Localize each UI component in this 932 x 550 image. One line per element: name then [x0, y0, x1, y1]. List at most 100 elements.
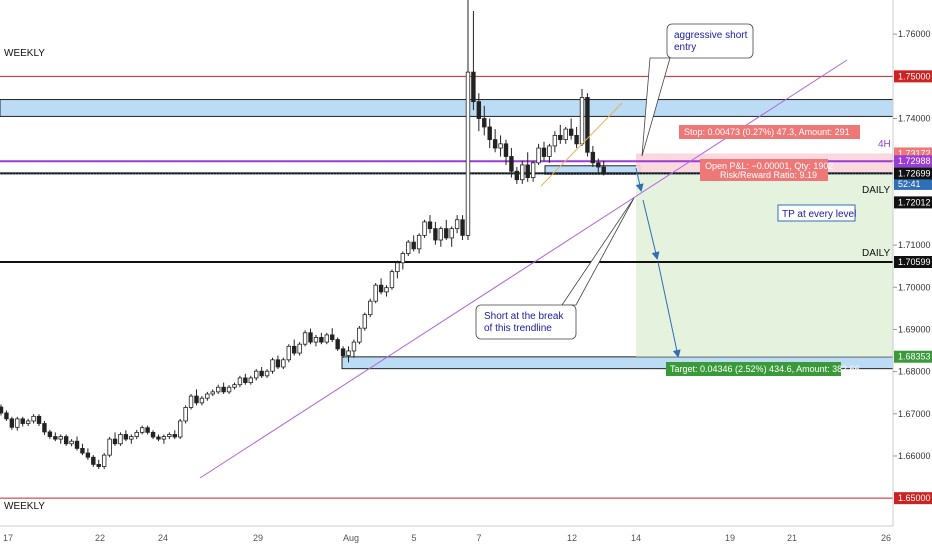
weekly-supply-zone: [0, 99, 894, 117]
candle: [47, 429, 53, 440]
candle: [395, 260, 400, 279]
candle: [232, 382, 237, 390]
candle: [270, 357, 275, 374]
candle: [324, 332, 329, 345]
candle: [248, 375, 253, 385]
price-badge-label: 1.72012: [898, 197, 931, 207]
price-badge-label: 1.73172: [898, 148, 931, 158]
candle: [302, 330, 308, 347]
candle: [319, 332, 324, 345]
target-label[interactable]: Target: 0.04346 (2.52%) 434.6, Amount: 3…: [666, 362, 860, 376]
candle: [368, 298, 373, 318]
x-tick-label: 26: [881, 533, 891, 543]
candle: [194, 389, 199, 406]
candle: [80, 443, 85, 456]
candle: [471, 10, 476, 111]
candle: [454, 215, 460, 234]
candle: [601, 160, 606, 176]
candle: [25, 418, 31, 427]
candle: [340, 346, 346, 358]
candle: [308, 328, 313, 345]
candle: [226, 385, 232, 394]
candle: [514, 167, 520, 184]
candle: [167, 432, 172, 440]
y-tick-label: 1.71000: [898, 240, 931, 250]
pnl-label[interactable]: Open P&L: −0.00001, Qty: 1902 Risk/Rewar…: [700, 159, 833, 181]
candle: [205, 391, 210, 401]
tp-label-box[interactable]: TP at every level: [777, 204, 856, 222]
pnl-label-text: Open P&L: −0.00001, Qty: 1902: [705, 161, 833, 171]
candle: [254, 369, 259, 381]
candle: [177, 418, 183, 440]
candle: [384, 285, 389, 297]
candle: [346, 346, 351, 363]
price-badge: 1.72699: [894, 167, 932, 180]
candle: [286, 344, 291, 363]
x-tick-label: 21: [787, 533, 797, 543]
candle: [547, 143, 552, 163]
entry-arrow-1: [635, 167, 644, 192]
candle: [58, 434, 63, 444]
price-badge-label: 1.75000: [898, 71, 931, 81]
candle: [406, 240, 411, 257]
y-tick-label: 1.76000: [898, 29, 931, 39]
price-badge: 1.72988: [894, 155, 932, 168]
price-badge-label: 52:41: [898, 179, 921, 189]
candle: [145, 425, 150, 435]
candle: [221, 382, 226, 394]
candle: [85, 448, 91, 460]
candle: [438, 226, 444, 247]
price-badge: 1.70599: [894, 255, 932, 268]
rr-label-text: Risk/Reward Ratio: 9.19: [720, 170, 817, 180]
x-tick-label: 24: [158, 533, 168, 543]
candle: [558, 124, 563, 144]
price-badge: 1.68353: [894, 350, 932, 363]
candle: [460, 215, 465, 241]
price-badges: 1.750001.731721.729881.7270052:411.72699…: [894, 70, 932, 505]
x-tick-label: 5: [411, 533, 416, 543]
y-tick-label: 1.67000: [898, 409, 931, 419]
y-tick-label: 1.74000: [898, 114, 931, 124]
candle: [585, 93, 590, 157]
candle: [503, 139, 509, 165]
candle: [422, 219, 427, 238]
candle: [275, 355, 281, 370]
candle: [69, 439, 74, 447]
candle: [42, 420, 47, 435]
candle: [107, 436, 112, 458]
short-break-callout[interactable]: Short at the break of this trendline: [475, 197, 635, 340]
candle: [161, 434, 167, 444]
x-tick-label: 17: [3, 533, 13, 543]
candle: [259, 366, 264, 378]
candle: [541, 141, 547, 161]
candle: [243, 373, 248, 385]
candle: [150, 430, 156, 440]
price-badge: 1.75000: [894, 70, 932, 83]
short-trendline[interactable]: [540, 102, 623, 187]
candle: [509, 148, 514, 178]
candle: [264, 369, 270, 378]
candle: [525, 152, 530, 182]
candle: [444, 219, 449, 241]
x-tick-label: 22: [95, 533, 105, 543]
candle: [536, 143, 541, 165]
stop-label-text: Stop: 0.00473 (0.27%) 47.3, Amount: 291: [684, 127, 850, 137]
candle: [552, 131, 558, 153]
stop-label[interactable]: Stop: 0.00473 (0.27%) 47.3, Amount: 291: [679, 125, 860, 139]
candle: [134, 429, 139, 440]
candle: [139, 425, 145, 435]
candle: [91, 455, 96, 467]
aggressive-entry-text-1: aggressive short: [674, 30, 748, 41]
price-badge-label: 1.70599: [898, 257, 931, 267]
h4-label: 4H: [878, 139, 891, 150]
candle: [400, 251, 406, 270]
candle: [411, 235, 416, 252]
tp-label-text: TP at every level: [782, 209, 856, 220]
price-badge-label: 1.65000: [898, 493, 931, 503]
time-axis[interactable]: 17 22 24 29 Aug 5 7 12 14 19 21 26: [3, 533, 891, 543]
aggressive-entry-callout[interactable]: aggressive short entry: [641, 23, 754, 157]
price-axis[interactable]: 1.760001.740001.730001.710001.700001.690…: [893, 29, 931, 461]
y-tick-label: 1.68000: [898, 367, 931, 377]
target-profit-box[interactable]: [636, 173, 893, 357]
